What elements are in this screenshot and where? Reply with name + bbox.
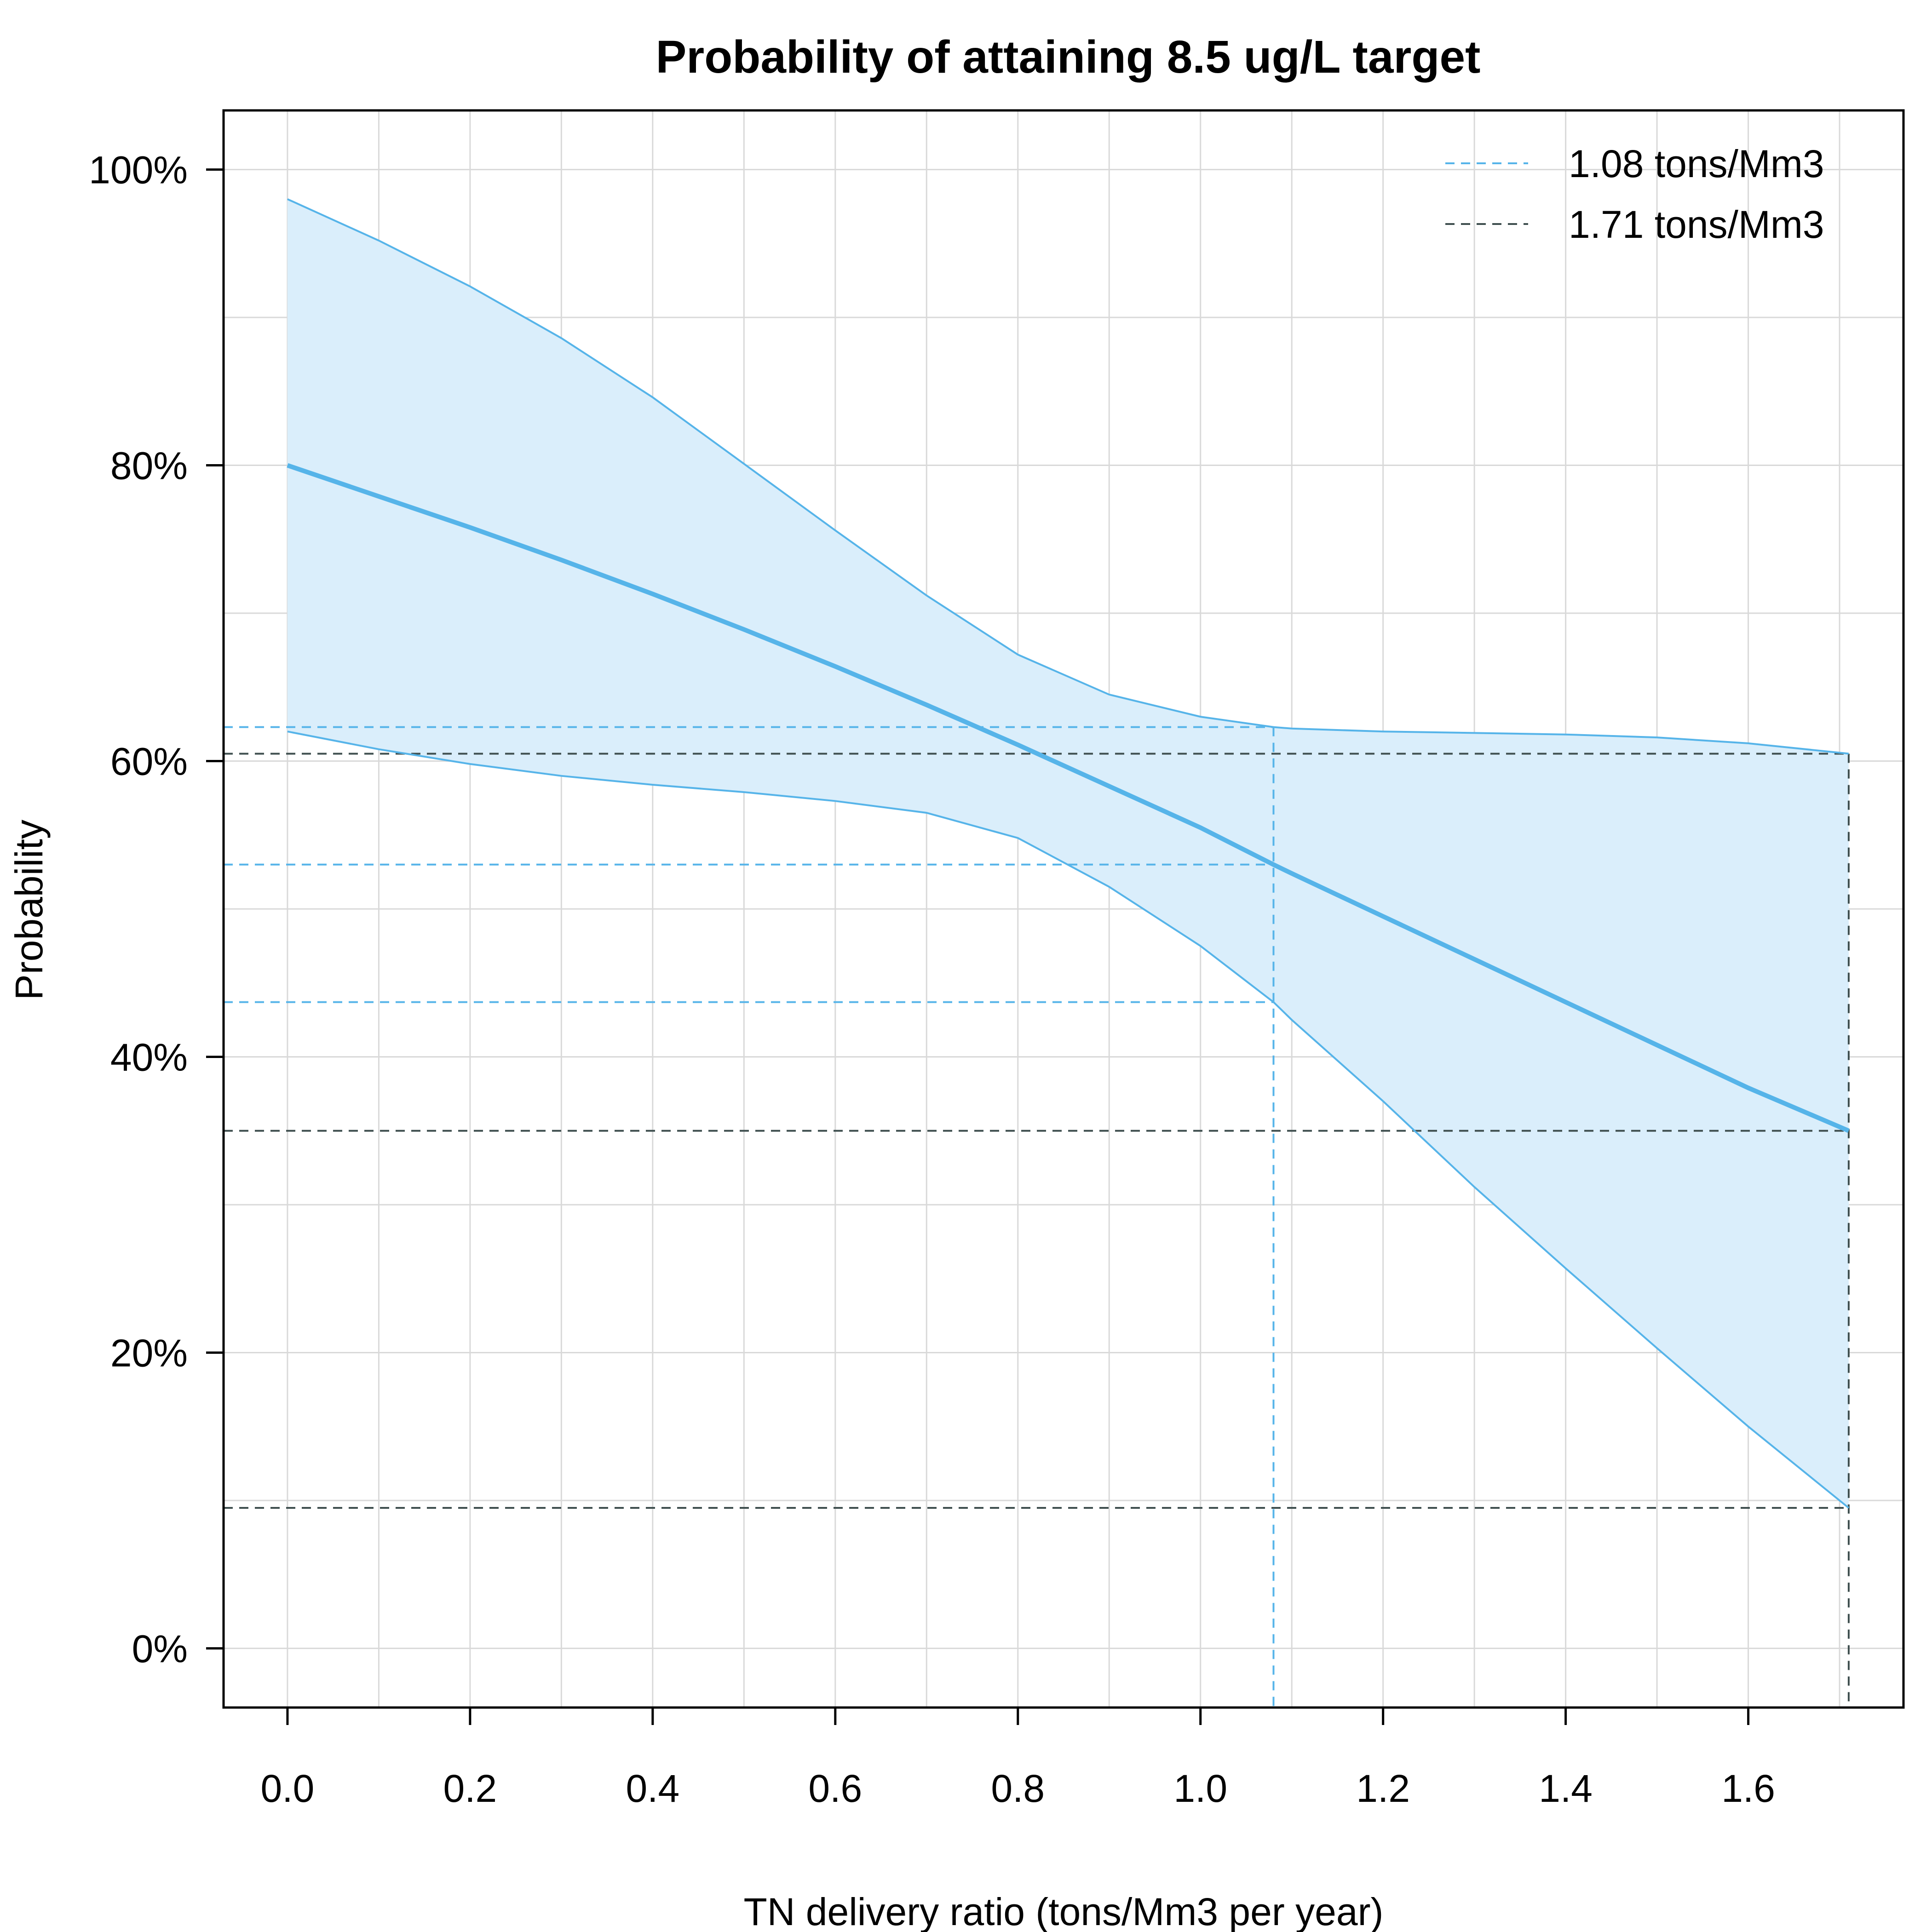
- x-axis-label: TN delivery ratio (tons/Mm3 per year): [743, 1890, 1383, 1932]
- reference-lines-layer: [224, 726, 1850, 1708]
- x-tick-label: 1.2: [1356, 1767, 1410, 1810]
- y-tick-label: 0%: [132, 1627, 188, 1670]
- series-layer: [287, 198, 1850, 1509]
- x-tick-label: 1.0: [1173, 1767, 1227, 1810]
- upper-bound-line: [287, 198, 1849, 755]
- plot-frame: [222, 109, 1905, 1709]
- x-tick-label: 0.0: [261, 1767, 315, 1810]
- y-axis: 0% 20% 40% 60% 80% 100%: [89, 149, 224, 1670]
- x-tick-label: 1.6: [1721, 1767, 1775, 1810]
- y-tick-label: 20%: [110, 1331, 188, 1374]
- x-tick-label: 0.8: [991, 1767, 1045, 1810]
- x-tick-label: 0.6: [808, 1767, 862, 1810]
- legend-1-71-label: 1.71 tons/Mm3: [1569, 203, 1824, 246]
- y-tick-label: 60%: [110, 740, 188, 783]
- legend: 1.08 tons/Mm3 1.71 tons/Mm3: [1445, 142, 1824, 246]
- median-line: [287, 463, 1850, 1133]
- y-axis-label: Probability: [7, 820, 51, 1000]
- y-tick-label: 100%: [89, 149, 188, 192]
- lower-bound-line: [287, 730, 1850, 1509]
- y-tick-label: 80%: [110, 444, 188, 488]
- x-tick-label: 0.4: [626, 1767, 679, 1810]
- x-axis: 0.0 0.2 0.4 0.6 0.8 1.0 1.2 1.4 1.6: [261, 1708, 1775, 1810]
- chart-title: Probability of attaining 8.5 ug/L target: [656, 31, 1481, 83]
- y-tick-label: 40%: [110, 1035, 188, 1079]
- x-tick-label: 0.2: [443, 1767, 497, 1810]
- band-layer: [287, 199, 1849, 1508]
- credible-band: [287, 199, 1849, 1508]
- legend-1-08-label: 1.08 tons/Mm3: [1569, 142, 1824, 185]
- x-tick-label: 1.4: [1539, 1767, 1593, 1810]
